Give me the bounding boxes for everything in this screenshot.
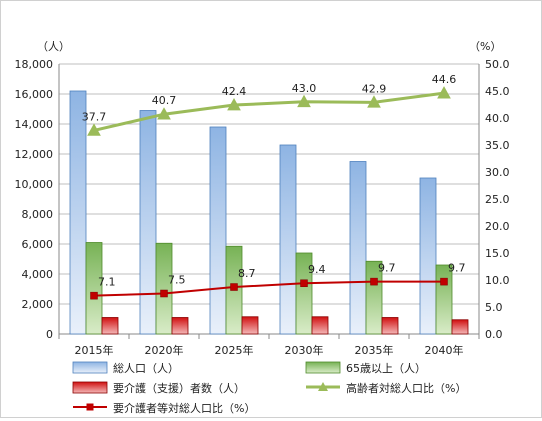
bar-care-needed: [311, 316, 329, 335]
y-left-unit: （人）: [37, 40, 70, 53]
care-ratio-line-point: [160, 289, 168, 298]
y-right-tick-label: 50.0: [485, 58, 510, 71]
x-tick-label: 2040年: [425, 343, 464, 357]
legend: 総人口（人） 65歳以上（人） 要介護（支援）者数（人） 高齢者対総人口比（%） 要介護…: [72, 361, 466, 415]
legend-swatch-elderly-ratio-marker: [318, 382, 328, 391]
care-ratio-line-point: [90, 291, 98, 300]
bar-total-population: [139, 110, 157, 335]
y-left-tick-label: 0: [46, 328, 53, 341]
bar-care-needed: [381, 317, 399, 335]
data-labels: 37.7 40.7 42.4 43.0 42.9 44.6 7.1 7.5 8.7 9.4 9.7 9…: [82, 73, 466, 289]
elderly-ratio-line-label: 44.6: [432, 73, 457, 86]
axes: 0 2,000 4,000 6,000 8,000 10,000 12,000 14,000 1…: [15, 40, 510, 357]
legend-label: 要介護（支援）者数（人）: [113, 381, 245, 395]
legend-label: 要介護者等対総人口比（%）: [113, 401, 255, 415]
bar-age65-plus: [365, 260, 383, 335]
bar-total-population: [419, 177, 437, 335]
elderly-ratio-line-label: 42.4: [222, 85, 247, 98]
elderly-ratio-line-point: [227, 98, 241, 111]
lines: [87, 86, 451, 300]
y-right-tick-label: 20.0: [485, 220, 510, 233]
care-ratio-line-label: 7.5: [168, 274, 186, 287]
bar-care-needed: [451, 319, 469, 335]
y-left-tick-label: 10,000: [15, 178, 54, 191]
bar-total-population: [69, 90, 87, 335]
elderly-ratio-line-label: 37.7: [82, 110, 107, 123]
x-tick-label: 2015年: [75, 343, 114, 357]
x-tick-label: 2035年: [355, 343, 394, 357]
legend-swatch-care-ratio-marker: [86, 403, 94, 411]
bar-care-needed: [101, 317, 119, 335]
bar-care-needed: [241, 316, 259, 335]
y-left-tick-label: 2,000: [22, 298, 54, 311]
y-left-tick-label: 8,000: [22, 208, 54, 221]
bar-care-needed: [171, 317, 189, 335]
elderly-ratio-line: [93, 91, 445, 132]
bar-age65-plus: [435, 264, 453, 335]
care-ratio-line-label: 9.4: [308, 263, 326, 276]
y-left-tick-label: 6,000: [22, 238, 54, 251]
y-left-tick-label: 4,000: [22, 268, 54, 281]
legend-label: 総人口（人）: [113, 361, 179, 375]
gridlines: [59, 63, 479, 335]
elderly-ratio-line-point: [437, 86, 451, 99]
y-right-tick-label: 5.0: [485, 301, 503, 314]
legend-label: 65歳以上（人）: [346, 362, 426, 375]
y-right-tick-label: 25.0: [485, 193, 510, 206]
x-tick-label: 2030年: [285, 343, 324, 357]
legend-swatch-care: [72, 381, 108, 394]
care-ratio-line-label: 7.1: [98, 276, 116, 289]
y-right-tick-label: 15.0: [485, 247, 510, 260]
legend-label: 高齢者対総人口比（%）: [346, 381, 466, 395]
y-right-tick-label: 35.0: [485, 139, 510, 152]
x-tick-label: 2020年: [145, 343, 184, 357]
care-ratio-line-point: [370, 277, 378, 286]
elderly-ratio-line-point: [157, 107, 171, 120]
elderly-ratio-line-point: [87, 123, 101, 136]
care-ratio-line: [93, 280, 444, 297]
y-left-tick-label: 14,000: [15, 118, 54, 131]
care-ratio-line-label: 8.7: [238, 267, 256, 280]
elderly-ratio-line-point: [297, 94, 311, 108]
y-left-tick-label: 12,000: [15, 148, 54, 161]
y-right-tick-label: 30.0: [485, 166, 510, 179]
bar-age65-plus: [155, 242, 173, 335]
y-right-unit: （%）: [469, 40, 501, 53]
elderly-ratio-line-label: 43.0: [292, 82, 317, 95]
legend-swatch-age65: [305, 361, 341, 374]
bar-total-population: [349, 161, 367, 335]
y-left-tick-label: 16,000: [15, 88, 54, 101]
bars: [69, 90, 469, 335]
care-ratio-line-point: [440, 277, 448, 286]
elderly-ratio-line-label: 42.9: [362, 82, 387, 95]
care-ratio-line-point: [230, 283, 238, 291]
care-ratio-line-point: [300, 279, 308, 287]
care-ratio-line-label: 9.7: [448, 262, 466, 275]
y-right-tick-label: 10.0: [485, 274, 510, 287]
y-left-tick-label: 18,000: [15, 58, 54, 71]
elderly-ratio-line-point: [367, 95, 381, 108]
y-right-tick-label: 0.0: [485, 328, 503, 341]
elderly-ratio-line-label: 40.7: [152, 94, 177, 107]
y-right-tick-label: 40.0: [485, 112, 510, 125]
y-right-tick-label: 45.0: [485, 85, 510, 98]
bar-total-population: [279, 144, 297, 335]
bar-age65-plus: [295, 252, 313, 335]
care-ratio-line-label: 9.7: [378, 262, 396, 275]
bar-total-population: [209, 126, 227, 335]
x-tick-label: 2025年: [215, 343, 254, 357]
legend-swatch-total: [72, 361, 108, 374]
bar-age65-plus: [85, 242, 103, 335]
